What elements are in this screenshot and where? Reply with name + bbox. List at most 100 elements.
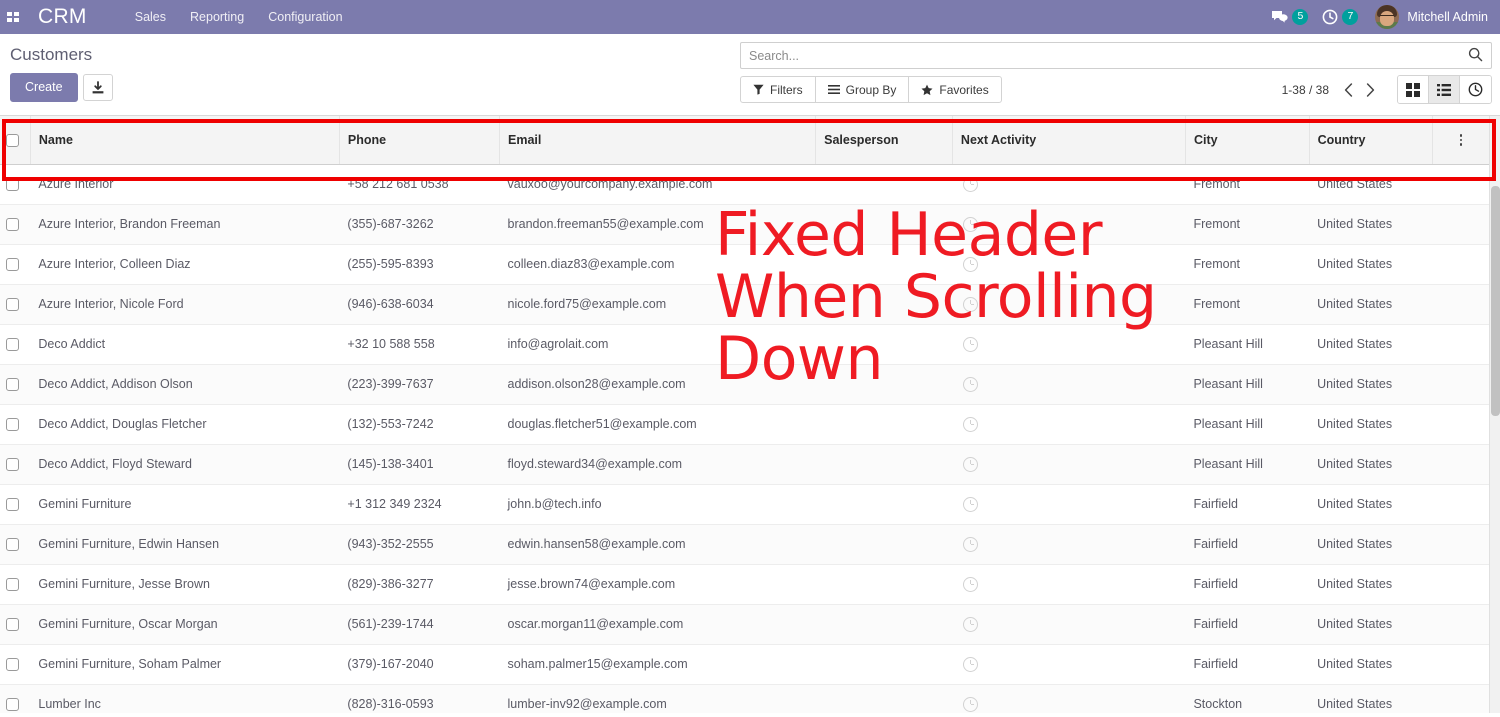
column-header-next-activity[interactable]: Next Activity — [952, 116, 1186, 165]
row-checkbox[interactable] — [6, 578, 19, 592]
clock-icon[interactable] — [963, 536, 979, 552]
table-row[interactable]: Deco Addict, Douglas Fletcher (132)-553-7… — [0, 404, 1490, 445]
star-icon — [921, 84, 933, 95]
row-checkbox[interactable] — [6, 418, 19, 432]
clock-icon[interactable] — [963, 256, 979, 272]
row-checkbox[interactable] — [6, 458, 19, 472]
filter-button-group: Filters Group By Favorites — [740, 76, 1002, 103]
clock-icon — [1468, 82, 1483, 97]
create-button[interactable]: Create — [10, 73, 78, 103]
apps-menu-button[interactable] — [0, 0, 26, 34]
cell-phone: (379)-167-2040 — [339, 644, 500, 685]
row-checkbox[interactable] — [6, 618, 19, 632]
row-checkbox[interactable] — [6, 538, 19, 552]
user-menu-button[interactable]: Mitchell Admin — [1365, 0, 1492, 34]
table-row[interactable]: Deco Addict +32 10 588 558 info@agrolait.c… — [0, 324, 1490, 365]
row-select-cell — [0, 444, 31, 485]
column-header-name[interactable]: Name — [30, 116, 340, 165]
cell-phone: (132)-553-7242 — [339, 404, 500, 445]
search-icon[interactable] — [1468, 47, 1483, 64]
table-row[interactable]: Gemini Furniture +1 312 349 2324 john.b@te… — [0, 484, 1490, 525]
clock-icon[interactable] — [963, 456, 979, 472]
column-header-city[interactable]: City — [1185, 116, 1310, 165]
cell-city: Fairfield — [1185, 524, 1310, 565]
filters-button[interactable]: Filters — [740, 76, 816, 103]
import-button[interactable] — [82, 74, 113, 102]
cell-salesperson — [815, 164, 953, 205]
row-checkbox[interactable] — [6, 218, 19, 232]
clock-icon[interactable] — [963, 216, 979, 232]
menu-item-reporting[interactable]: Reporting — [190, 10, 245, 24]
pager-value[interactable]: 1-38 / 38 — [1281, 82, 1329, 97]
table-row[interactable]: Gemini Furniture, Oscar Morgan (561)-239-… — [0, 604, 1490, 645]
table-row[interactable]: Gemini Furniture, Edwin Hansen (943)-352-… — [0, 524, 1490, 565]
cell-country: United States — [1309, 284, 1433, 325]
cell-phone: +1 312 349 2324 — [339, 484, 500, 525]
cell-email: douglas.fletcher51@example.com — [499, 404, 816, 445]
row-checkbox[interactable] — [6, 698, 19, 712]
row-checkbox[interactable] — [6, 498, 19, 512]
favorites-button[interactable]: Favorites — [908, 76, 1002, 103]
navbar-right: 5 7 Mitchell Admin — [1264, 0, 1492, 34]
table-row[interactable]: Azure Interior, Nicole Ford (946)-638-603… — [0, 284, 1490, 325]
clock-icon[interactable] — [963, 696, 979, 712]
clock-icon[interactable] — [963, 376, 979, 392]
cell-spacer — [1432, 364, 1490, 405]
table-row[interactable]: Gemini Furniture, Soham Palmer (379)-167-… — [0, 644, 1490, 685]
breadcrumb[interactable]: Customers — [10, 45, 93, 64]
pager-next-button[interactable] — [1359, 76, 1381, 103]
clock-icon[interactable] — [963, 576, 979, 592]
table-row[interactable]: Lumber Inc (828)-316-0593 lumber-inv92@exa… — [0, 684, 1490, 713]
column-header-country[interactable]: Country — [1309, 116, 1434, 165]
pager-area: 1-38 / 38 — [1281, 75, 1492, 104]
cell-country: United States — [1309, 564, 1433, 605]
column-header-email[interactable]: Email — [499, 116, 817, 165]
activities-button[interactable]: 7 — [1315, 0, 1365, 34]
clock-icon[interactable] — [963, 416, 979, 432]
cell-salesperson — [815, 444, 953, 485]
cell-country: United States — [1309, 524, 1433, 565]
cell-email: addison.olson28@example.com — [499, 364, 816, 405]
view-button-kanban[interactable] — [1398, 76, 1429, 103]
column-header-salesperson[interactable]: Salesperson — [815, 116, 953, 165]
table-row[interactable]: Azure Interior, Brandon Freeman (355)-687… — [0, 204, 1490, 245]
search-view[interactable] — [740, 42, 1492, 69]
filter-funnel-icon — [753, 84, 764, 95]
messages-button[interactable]: 5 — [1264, 0, 1315, 34]
groupby-button[interactable]: Group By — [814, 76, 910, 103]
clock-icon[interactable] — [963, 496, 979, 512]
view-button-activity[interactable] — [1460, 76, 1491, 103]
scrollbar-thumb[interactable] — [1491, 186, 1500, 416]
view-button-list[interactable] — [1429, 76, 1460, 103]
clock-icon[interactable] — [963, 176, 979, 192]
row-checkbox[interactable] — [6, 298, 19, 312]
cell-next-activity — [952, 604, 1186, 645]
cell-name: Gemini Furniture, Oscar Morgan — [30, 604, 340, 645]
clock-icon[interactable] — [963, 336, 979, 352]
clock-icon[interactable] — [963, 296, 979, 312]
column-header-phone[interactable]: Phone — [339, 116, 501, 165]
app-brand[interactable]: CRM — [38, 5, 87, 28]
row-checkbox[interactable] — [6, 178, 19, 192]
row-select-cell — [0, 364, 31, 405]
cell-city: Pleasant Hill — [1185, 444, 1310, 485]
menu-item-sales[interactable]: Sales — [134, 10, 167, 24]
row-checkbox[interactable] — [6, 258, 19, 272]
menu-item-configuration[interactable]: Configuration — [268, 10, 343, 24]
row-checkbox[interactable] — [6, 338, 19, 352]
table-row[interactable]: Azure Interior +58 212 681 0538 vauxoo@you… — [0, 164, 1490, 205]
row-checkbox[interactable] — [6, 378, 19, 392]
select-all-checkbox[interactable] — [6, 133, 19, 147]
table-row[interactable]: Deco Addict, Addison Olson (223)-399-7637… — [0, 364, 1490, 405]
vertical-scrollbar[interactable] — [1489, 116, 1500, 713]
search-input[interactable] — [749, 48, 1468, 63]
table-row[interactable]: Gemini Furniture, Jesse Brown (829)-386-3… — [0, 564, 1490, 605]
row-checkbox[interactable] — [6, 658, 19, 672]
clock-icon[interactable] — [963, 616, 979, 632]
table-row[interactable]: Azure Interior, Colleen Diaz (255)-595-83… — [0, 244, 1490, 285]
pager-previous-button[interactable] — [1337, 76, 1359, 103]
clock-icon[interactable] — [963, 656, 979, 672]
vertical-dots-icon[interactable] — [1441, 134, 1481, 146]
table-row[interactable]: Deco Addict, Floyd Steward (145)-138-3401… — [0, 444, 1490, 485]
cell-city: Pleasant Hill — [1185, 324, 1310, 365]
